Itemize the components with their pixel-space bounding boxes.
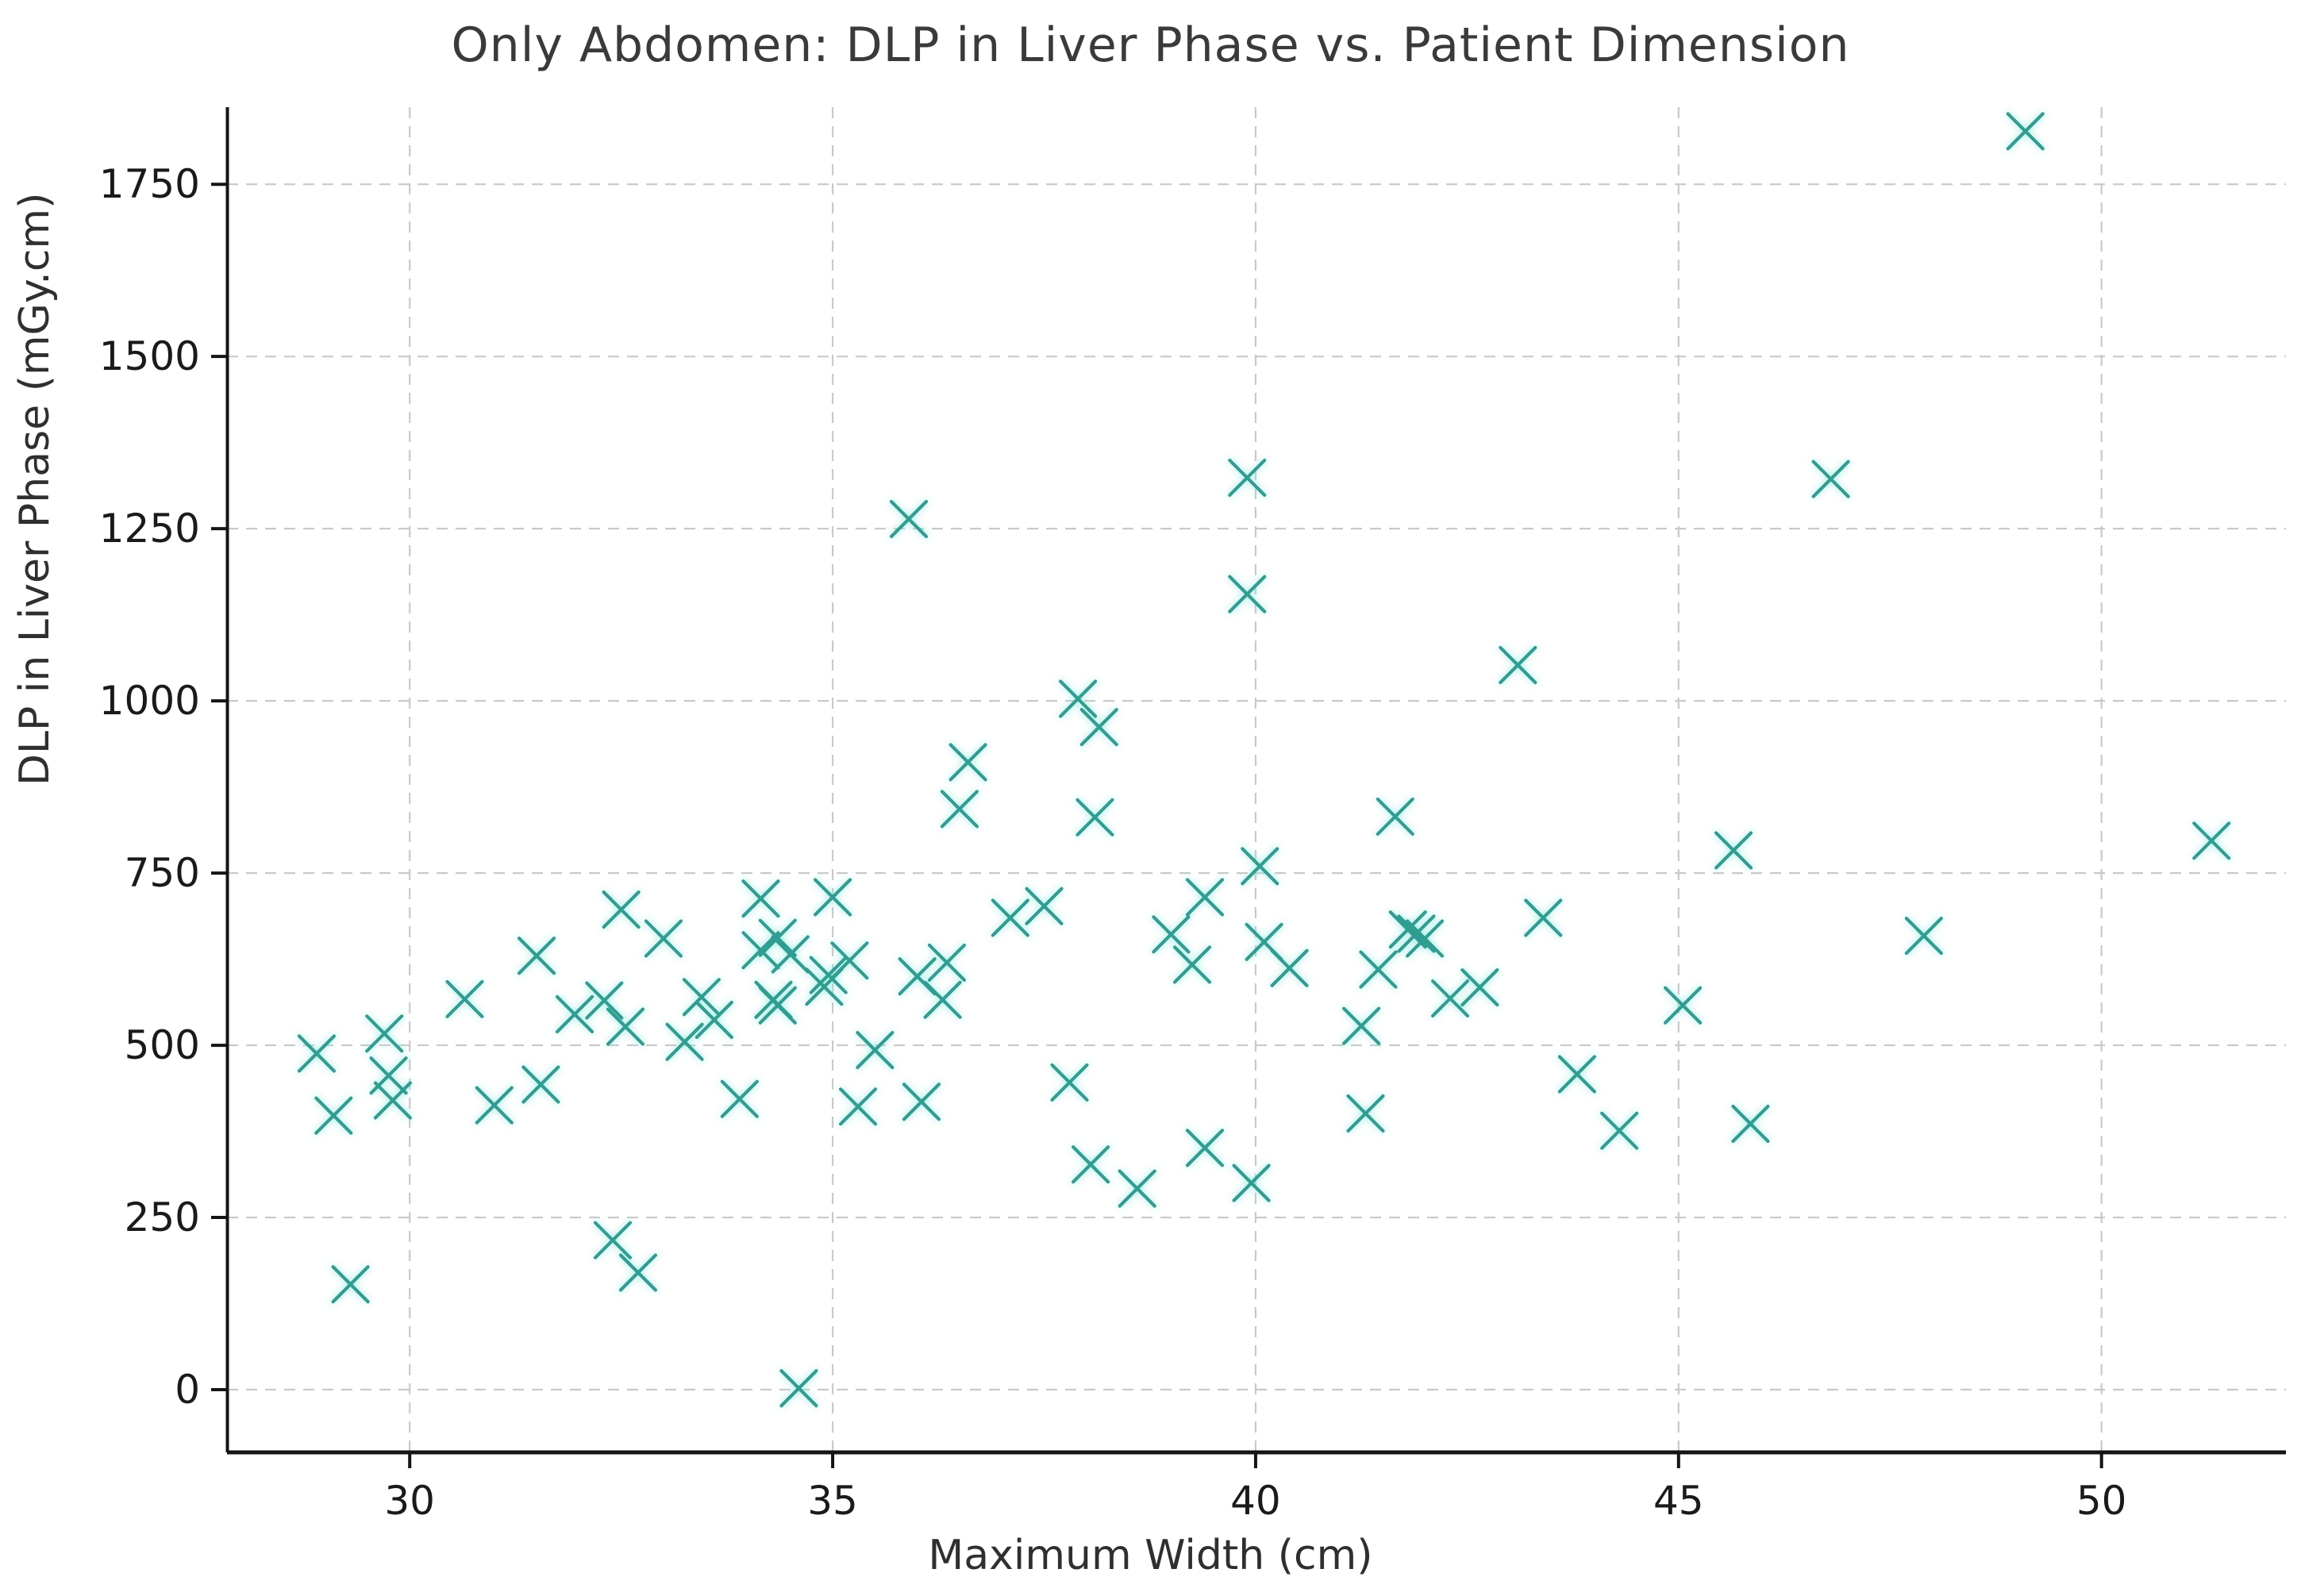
scatter-marker <box>297 1034 337 1073</box>
scatter-marker <box>1714 831 1753 870</box>
scatter-marker <box>779 1369 818 1408</box>
scatter-marker <box>1430 979 1470 1018</box>
scatter-marker <box>1397 914 1436 953</box>
scatter-marker <box>1499 645 1537 685</box>
scatter-marker <box>1342 1006 1381 1045</box>
scatter-marker <box>1185 878 1225 917</box>
scatter-marker <box>1405 919 1445 958</box>
scatter-marker <box>314 1096 353 1135</box>
scatter-marker <box>555 994 594 1034</box>
y-tick-label: 0 <box>175 1367 200 1413</box>
scatter-marker <box>856 1031 895 1070</box>
scatter-marker <box>1152 915 1191 954</box>
scatter-marker <box>1664 986 1703 1025</box>
scatter-marker <box>1232 1163 1271 1202</box>
y-tick-label: 1500 <box>99 333 200 379</box>
scatter-marker <box>889 499 929 539</box>
scatter-marker <box>644 919 683 958</box>
chart-title: Only Abdomen: DLP in Liver Phase vs. Pat… <box>451 17 1850 73</box>
scatter-marker <box>1072 1145 1110 1184</box>
scatter-marker <box>1811 460 1850 498</box>
scatter-marker <box>720 1079 759 1118</box>
scatter-marker <box>1025 886 1064 925</box>
scatter-marker <box>365 1014 404 1053</box>
scatter-marker <box>521 1065 560 1104</box>
scatter-marker <box>1270 948 1309 987</box>
scatter-marker <box>1460 968 1499 1007</box>
scatter-marker <box>369 1056 408 1095</box>
scatter-marker <box>606 1007 645 1046</box>
scatter-marker <box>838 1087 878 1126</box>
y-tick-label: 750 <box>125 850 200 896</box>
x-tick-label: 50 <box>2076 1478 2127 1524</box>
scatter-marker <box>1731 1104 1770 1144</box>
scatter-marker <box>1185 1129 1225 1167</box>
scatter-marker <box>1600 1111 1639 1150</box>
y-axis-label: DLP in Liver Phase (mGy.cm) <box>11 192 59 786</box>
y-tick-label: 1250 <box>99 506 200 552</box>
scatter-marker <box>1359 950 1398 989</box>
scatter-marker <box>1059 679 1098 718</box>
scatter-marker <box>593 1221 633 1259</box>
scatter-marker <box>695 1000 733 1040</box>
scatter-marker <box>991 898 1029 937</box>
scatter-marker <box>475 1086 514 1125</box>
scatter-marker <box>1118 1169 1156 1208</box>
scatter-marker <box>758 918 797 957</box>
scatter-marker <box>1388 910 1427 949</box>
y-tick-label: 500 <box>125 1022 200 1068</box>
scatter-marker <box>1228 575 1267 613</box>
scatter-marker <box>331 1265 370 1304</box>
scatter-marker <box>1079 708 1118 747</box>
scatter-marker <box>902 1083 941 1121</box>
scatter-marker <box>2192 821 2231 860</box>
x-tick-label: 35 <box>807 1478 858 1524</box>
y-tick-label: 1750 <box>99 161 200 207</box>
y-tick-label: 1000 <box>99 678 200 724</box>
scatter-marker <box>927 943 967 983</box>
scatter-marker <box>1557 1055 1597 1094</box>
scatter-marker <box>741 879 780 918</box>
scatter-marker <box>1376 797 1414 836</box>
scatter-marker <box>1524 898 1563 937</box>
scatter-marker <box>1075 798 1114 836</box>
x-tick-label: 30 <box>384 1478 435 1524</box>
scatter-marker <box>1241 847 1279 886</box>
scatter-marker <box>445 979 484 1019</box>
scatter-marker <box>682 978 721 1017</box>
scatter-marker <box>373 1081 412 1120</box>
scatter-marker <box>517 936 556 975</box>
scatter-marker <box>665 1022 704 1061</box>
scatter-marker <box>1050 1063 1089 1102</box>
scatter-marker <box>618 1253 658 1292</box>
scatter-marker <box>940 790 979 829</box>
plot-area: 30 35 40 45 50 0 250 500 750 1000 1250 1500 1750 <box>99 107 2286 1524</box>
x-axis-label: Maximum Width (cm) <box>928 1532 1373 1579</box>
x-tick-label: 40 <box>1230 1478 1281 1524</box>
scatter-marker <box>948 743 987 782</box>
y-tick-label: 250 <box>125 1194 200 1240</box>
scatter-marker <box>771 935 810 974</box>
scatter-marker <box>1172 945 1212 984</box>
scatter-marker <box>585 981 624 1020</box>
x-tick-label: 45 <box>1653 1478 1704 1524</box>
scatter-series <box>297 112 2231 1408</box>
scatter-marker <box>923 980 962 1019</box>
scatter-marker <box>1346 1094 1385 1133</box>
scatter-marker <box>809 956 848 994</box>
scatter-marker <box>758 986 797 1025</box>
scatter-marker <box>1228 458 1267 498</box>
scatter-marker <box>813 878 852 917</box>
scatter-marker <box>1904 916 1943 956</box>
scatter-marker <box>830 941 869 980</box>
scatter-marker <box>602 890 641 929</box>
scatter-marker <box>2006 112 2045 151</box>
